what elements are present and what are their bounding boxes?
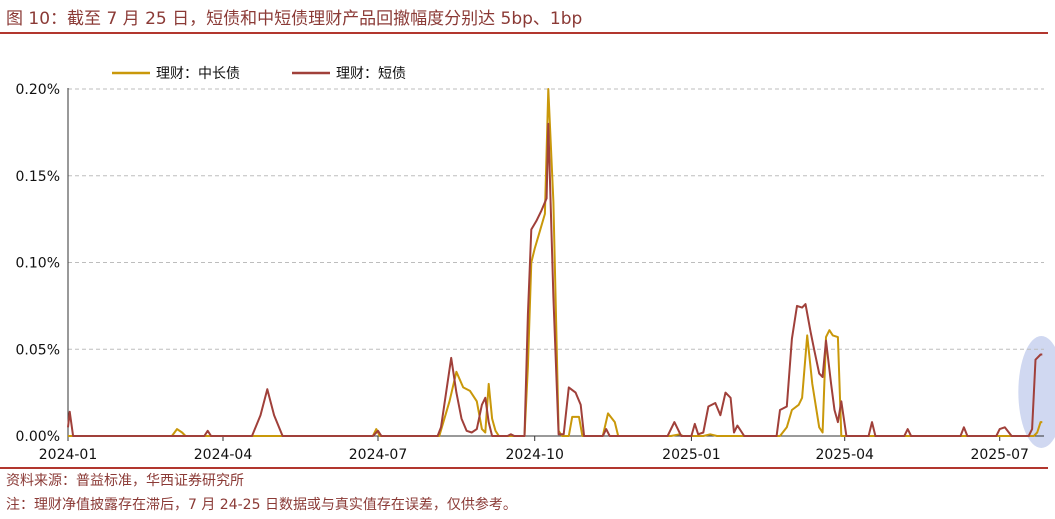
x-tick-label: 2024-07: [349, 447, 408, 463]
gridlines: [68, 88, 1044, 350]
title-rule: [0, 32, 1048, 34]
highlight-ellipse: [1018, 336, 1055, 448]
x-tick-label: 2025-01: [662, 447, 721, 463]
y-tick-label: 0.05%: [16, 342, 60, 358]
y-tick-label: 0.00%: [16, 429, 60, 445]
legend-label-2: 理财：短债: [336, 66, 406, 82]
y-tick-label: 0.15%: [16, 169, 60, 185]
x-axis-ticks: 2024-01 2024-04 2024-07 2024-10 2025-01 2025-…: [39, 436, 1029, 463]
disclaimer-note: 注：理财净值披露存在滞后，7 月 24-25 日数据或与真实值存在误差，仅供参考…: [6, 497, 517, 513]
x-tick-label: 2024-04: [194, 447, 253, 463]
series-line-1: [68, 88, 1043, 437]
y-tick-label: 0.20%: [16, 82, 60, 98]
series-lines: [67, 88, 1043, 437]
source-note: 资料来源：普益标准，华西证券研究所: [6, 473, 244, 489]
x-tick-label: 2024-10: [505, 447, 564, 463]
x-tick-label: 2024-01: [39, 447, 98, 463]
legend-label-1: 理财：中长债: [156, 66, 240, 82]
series-line-2: [67, 122, 1043, 437]
legend: 理财：中长债 理财：短债: [112, 66, 406, 82]
x-tick-label: 2025-07: [970, 447, 1029, 463]
footer-rule: [0, 467, 1048, 469]
y-tick-label: 0.10%: [16, 256, 60, 272]
x-tick-label: 2025-04: [815, 447, 874, 463]
y-axis-ticks: 0.00% 0.05% 0.10% 0.15% 0.20%: [16, 82, 60, 445]
line-chart: 0.00% 0.05% 0.10% 0.15% 0.20% 2024-01 2024-04…: [16, 66, 1055, 463]
chart-title: 图 10：截至 7 月 25 日，短债和中短债理财产品回撤幅度分别达 5bp、1…: [6, 9, 583, 29]
